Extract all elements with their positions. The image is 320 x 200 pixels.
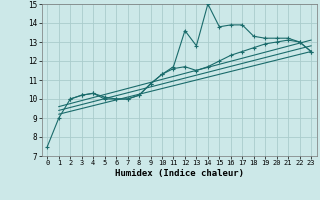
X-axis label: Humidex (Indice chaleur): Humidex (Indice chaleur): [115, 169, 244, 178]
